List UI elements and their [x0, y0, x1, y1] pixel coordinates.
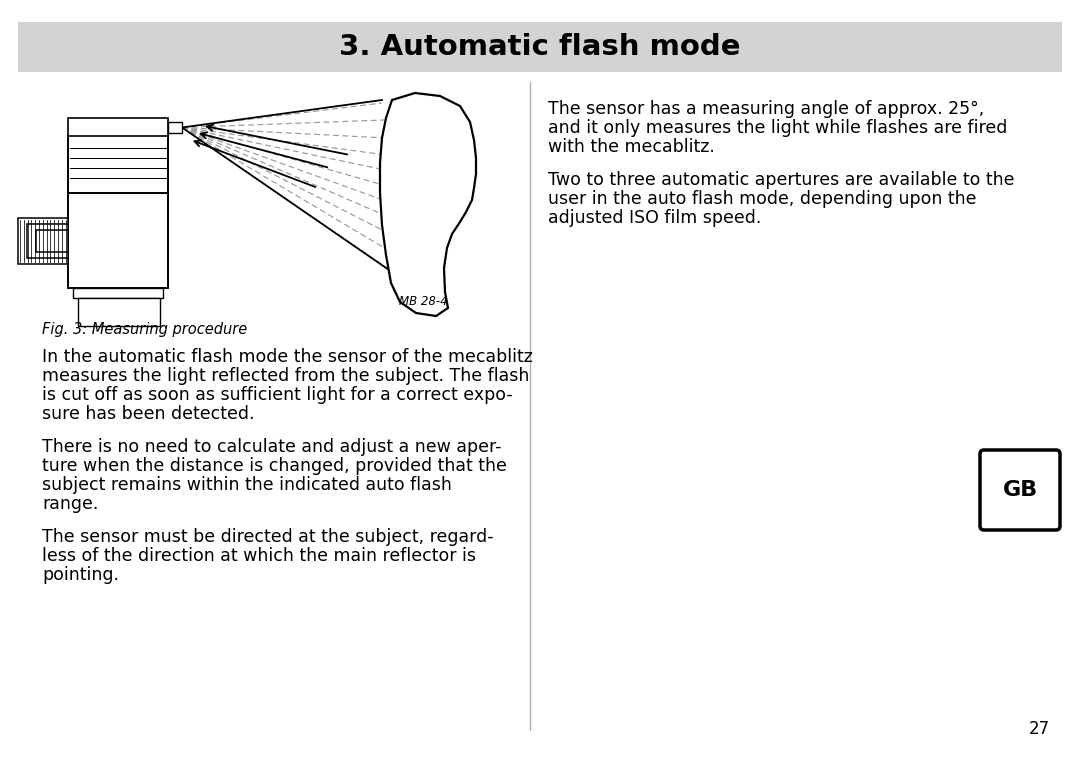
Text: 3. Automatic flash mode: 3. Automatic flash mode — [339, 33, 741, 61]
Text: user in the auto flash mode, depending upon the: user in the auto flash mode, depending u… — [548, 190, 976, 208]
FancyBboxPatch shape — [980, 450, 1059, 530]
FancyBboxPatch shape — [168, 122, 183, 133]
FancyBboxPatch shape — [68, 135, 168, 193]
FancyBboxPatch shape — [18, 22, 1062, 72]
Text: pointing.: pointing. — [42, 566, 119, 584]
Text: Two to three automatic apertures are available to the: Two to three automatic apertures are ava… — [548, 171, 1014, 189]
Text: is cut off as soon as sufficient light for a correct expo-: is cut off as soon as sufficient light f… — [42, 386, 513, 404]
FancyBboxPatch shape — [78, 298, 160, 326]
Polygon shape — [380, 93, 476, 316]
Text: The sensor must be directed at the subject, regard-: The sensor must be directed at the subje… — [42, 528, 494, 546]
FancyBboxPatch shape — [27, 224, 68, 258]
Text: with the mecablitz.: with the mecablitz. — [548, 138, 715, 156]
Text: ture when the distance is changed, provided that the: ture when the distance is changed, provi… — [42, 457, 507, 475]
Text: GB: GB — [1002, 480, 1038, 500]
Text: There is no need to calculate and adjust a new aper-: There is no need to calculate and adjust… — [42, 438, 501, 456]
Text: Fig. 3: Measuring procedure: Fig. 3: Measuring procedure — [42, 322, 247, 337]
FancyBboxPatch shape — [68, 193, 168, 288]
FancyBboxPatch shape — [36, 230, 68, 252]
Text: adjusted ISO film speed.: adjusted ISO film speed. — [548, 209, 761, 227]
Text: 27: 27 — [1029, 720, 1050, 738]
Text: In the automatic flash mode the sensor of the mecablitz: In the automatic flash mode the sensor o… — [42, 348, 532, 366]
Text: less of the direction at which the main reflector is: less of the direction at which the main … — [42, 547, 476, 565]
Text: and it only measures the light while flashes are fired: and it only measures the light while fla… — [548, 119, 1008, 137]
FancyBboxPatch shape — [18, 218, 68, 264]
FancyBboxPatch shape — [73, 288, 163, 298]
Text: measures the light reflected from the subject. The flash: measures the light reflected from the su… — [42, 367, 529, 385]
Text: The sensor has a measuring angle of approx. 25°,: The sensor has a measuring angle of appr… — [548, 100, 984, 118]
Text: sure has been detected.: sure has been detected. — [42, 405, 255, 423]
FancyBboxPatch shape — [68, 118, 168, 136]
Text: subject remains within the indicated auto flash: subject remains within the indicated aut… — [42, 476, 451, 494]
Text: range.: range. — [42, 495, 98, 513]
Text: MB 28-4: MB 28-4 — [400, 295, 448, 308]
